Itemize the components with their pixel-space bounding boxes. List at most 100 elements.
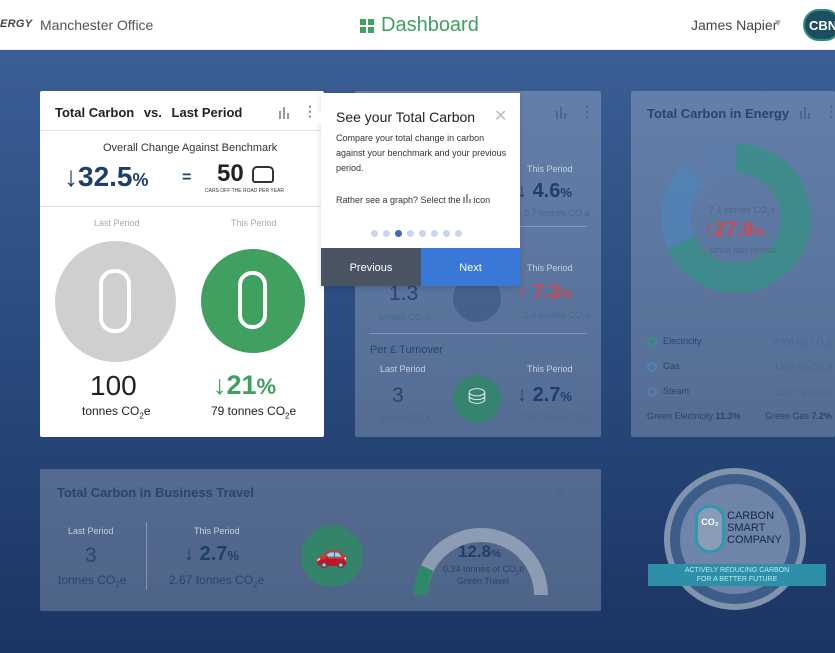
popup-title: See your Total Carbon: [336, 109, 476, 125]
travel-last-unit: tonnes CO2e: [58, 573, 127, 590]
row1-sub: 0.7 tonnes CO2e: [524, 208, 591, 221]
step-dot[interactable]: [431, 230, 438, 237]
energy-card-title: Total Carbon in Energy: [647, 106, 790, 121]
popup-hint: Rather see a graph? Select the icon: [336, 194, 491, 205]
step-dot[interactable]: [443, 230, 450, 237]
step-dot[interactable]: [383, 230, 390, 237]
graph-view-icon[interactable]: [555, 486, 565, 498]
more-options-icon[interactable]: ⋮: [303, 103, 317, 119]
badge-ribbon-line2: FOR A BETTER FUTURE: [696, 576, 778, 583]
footprint-icon: [238, 271, 267, 329]
legend-electricity-value: 4900 Kg CO2e: [774, 337, 832, 350]
this-period-change: ↓21%: [213, 370, 277, 400]
travel-last-period-label: Last Period: [68, 526, 114, 536]
more-options-icon[interactable]: ⋮: [580, 103, 594, 119]
badge-ribbon-line1: ACTIVELY REDUCING CARBON: [684, 567, 790, 574]
avatar[interactable]: CBN: [803, 9, 835, 41]
gauge-value: 12.8%: [458, 542, 501, 561]
row2-change: ↑ 7.3%: [517, 281, 572, 303]
step-dot[interactable]: [371, 230, 378, 237]
last-period-label: Last Period: [94, 218, 140, 228]
last-period-footprint: [55, 241, 176, 362]
travel-this-period-label: This Period: [194, 526, 240, 536]
graph-view-icon[interactable]: [279, 107, 289, 119]
step-dot[interactable]: [419, 230, 426, 237]
legend-gas: Gas: [647, 361, 680, 372]
chevron-down-icon[interactable]: ▼: [773, 18, 783, 29]
legend-gas-value: 1390 Kg CO2e: [774, 362, 832, 375]
car-icon: [252, 166, 274, 183]
office-selector[interactable]: Manchester Office: [40, 17, 154, 33]
cars-label: CARS OFF THE ROAD PER YEAR: [205, 188, 284, 194]
step-dot-active[interactable]: [395, 230, 402, 237]
energy-center-sub: since last period: [710, 245, 776, 255]
dashboard-icon: [360, 18, 374, 33]
gauge-label: Green Travel: [457, 576, 510, 586]
green-electricity: Green Electricity 11.3%: [647, 411, 741, 421]
coins-icon: ⛁: [453, 375, 501, 423]
energy-center-change: ↑27.9%: [704, 219, 765, 241]
legend-steam-value: 1110 Kg CO2e: [774, 387, 831, 400]
row3-sub: 2.92 tonnes CO2e: [520, 412, 592, 425]
green-travel-gauge: [414, 528, 548, 596]
badge-ribbon: ACTIVELY REDUCING CARBON FOR A BETTER FU…: [648, 564, 826, 586]
footprint-logo-icon: CO₂: [695, 505, 725, 553]
tutorial-popup: See your Total Carbon ✕ Compare your tot…: [314, 93, 520, 286]
travel-this-change: ↓ 2.7%: [184, 543, 239, 565]
graph-view-icon[interactable]: [556, 107, 566, 119]
brand-logo[interactable]: ERGY: [0, 18, 33, 30]
gauge-sub: 0.34 tonnes of CO2e: [443, 564, 525, 577]
equals-sign: =: [182, 169, 192, 186]
page-title: Dashboard: [360, 14, 479, 37]
last-period-value: 100: [90, 370, 137, 401]
this-period-label: This Period: [527, 164, 573, 174]
next-button[interactable]: Next: [421, 248, 520, 286]
this-period-label-2: This Period: [527, 263, 573, 273]
travel-last-value: 3: [85, 544, 97, 567]
energy-center-top: 7.4 tonnes CO2e: [709, 205, 776, 218]
cars-value: 50: [217, 160, 244, 187]
this-period-label-3: This Period: [527, 364, 573, 374]
this-period-value: 79 tonnes CO2e: [211, 404, 297, 421]
this-period-label: This Period: [231, 218, 277, 228]
travel-this-value: 2.67 tonnes CO2e: [169, 573, 265, 590]
close-icon[interactable]: ✕: [494, 108, 508, 125]
last-period-unit: tonnes CO2e: [82, 404, 151, 421]
page-title-text: Dashboard: [381, 14, 479, 36]
step-dot[interactable]: [455, 230, 462, 237]
last-period-label: Last Period: [380, 364, 426, 374]
row2-left-value: 1.3: [389, 282, 419, 305]
previous-button[interactable]: Previous: [321, 248, 421, 286]
graph-icon: [463, 194, 472, 203]
benchmark-subtitle: Overall Change Against Benchmark: [103, 142, 278, 154]
popup-body: Compare your total change in carbon agai…: [336, 133, 507, 173]
more-options-icon[interactable]: ⋮: [824, 103, 835, 119]
legend-steam: Steam: [647, 386, 689, 397]
row3-change: ↓ 2.7%: [517, 384, 572, 406]
graph-view-icon[interactable]: [800, 107, 810, 119]
badge-line1: CARBON: [727, 510, 775, 522]
top-bar: ERGY Manchester Office Dashboard James N…: [0, 0, 835, 50]
badge-line3: COMPANY: [727, 534, 782, 546]
footprint-icon: [99, 269, 131, 333]
step-dot[interactable]: [407, 230, 414, 237]
total-carbon-card: Total Carbon vs. Last Period ⋮ Overall C…: [40, 91, 324, 437]
card-title: Total Carbon vs. Last Period: [55, 105, 243, 120]
more-options-icon[interactable]: ⋮: [579, 482, 593, 498]
legend-electricity: Electricity: [647, 336, 702, 347]
this-period-footprint: [201, 249, 305, 353]
energy-card: Total Carbon in Energy ⋮ 7.4 tonnes CO2e…: [631, 91, 835, 437]
green-gas: Green Gas 7.2%: [765, 411, 833, 421]
car-leaf-icon: 🚗: [301, 525, 363, 587]
row3-left-value: 3: [392, 384, 404, 407]
energy-donut-chart: [661, 143, 811, 293]
step-indicator: [371, 230, 462, 237]
user-name[interactable]: James Napier: [691, 17, 778, 33]
travel-card-title: Total Carbon in Business Travel: [57, 485, 254, 500]
row2-left-sub: tonnes CO2e: [379, 312, 431, 325]
turnover-section-title: Per £ Turnover: [370, 344, 443, 356]
business-travel-card: Total Carbon in Business Travel ⋮ Last P…: [40, 469, 601, 611]
row2-sub: 1.4 tonnes CO2e: [524, 310, 591, 323]
badge-line2: SMART: [727, 522, 766, 534]
row3-left-sub: tonnes CO2e: [379, 413, 431, 426]
